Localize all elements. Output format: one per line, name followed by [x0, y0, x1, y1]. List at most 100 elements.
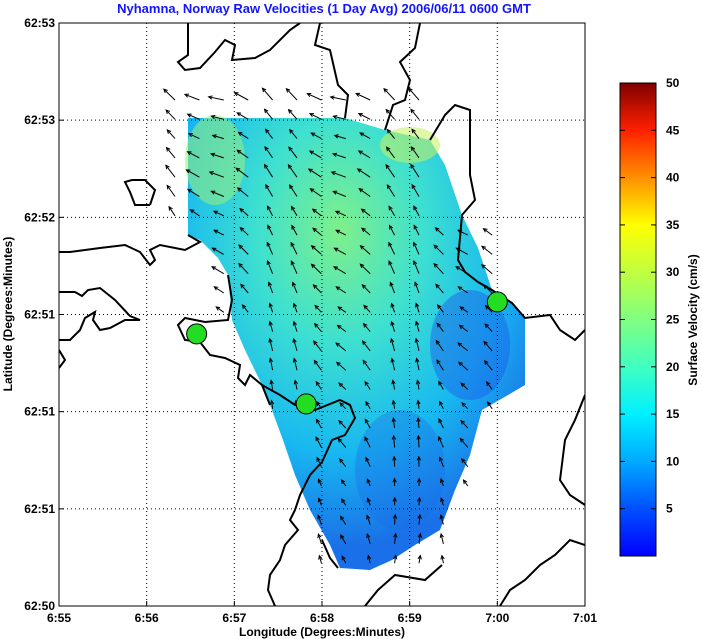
- velocity-arrow: [390, 321, 396, 332]
- velocity-arrow: [438, 381, 444, 390]
- velocity-arrow: [460, 420, 469, 429]
- velocity-arrow: [340, 534, 347, 545]
- velocity-arrow-head: [359, 244, 365, 250]
- velocity-arrow: [293, 358, 298, 371]
- velocity-arrow-head: [293, 379, 298, 385]
- velocity-arrow: [309, 113, 322, 120]
- velocity-arrow-head: [388, 260, 393, 266]
- velocity-arrow-head: [458, 324, 464, 330]
- radar-site-marker: [186, 323, 208, 345]
- colorbar-tick-label: 40: [666, 171, 680, 185]
- velocity-arrow-head: [457, 361, 463, 367]
- velocity-arrow: [265, 129, 274, 139]
- velocity-arrow: [458, 361, 469, 371]
- velocity-arrow: [335, 210, 347, 217]
- velocity-arrow: [269, 338, 274, 352]
- velocity-arrow-head: [292, 302, 298, 308]
- velocity-arrow-head: [438, 400, 444, 406]
- velocity-arrow-head: [261, 87, 267, 93]
- velocity-arrow: [341, 498, 347, 506]
- velocity-arrow: [441, 555, 444, 564]
- velocity-arrow: [461, 458, 469, 468]
- velocity-arrow: [236, 149, 249, 159]
- fast-region: [380, 127, 440, 163]
- velocity-arrow: [313, 284, 322, 294]
- coastline-segment: [123, 179, 157, 206]
- colorbar-tick-label: 5: [666, 502, 673, 516]
- velocity-arrow-head: [340, 515, 345, 521]
- velocity-arrow-head: [440, 497, 445, 503]
- velocity-arrow-head: [393, 532, 398, 538]
- velocity-arrow-head: [331, 152, 338, 157]
- velocity-arrow: [316, 419, 322, 429]
- velocity-arrow-head: [292, 320, 297, 326]
- velocity-arrow: [440, 498, 444, 506]
- velocity-arrow-head: [389, 281, 394, 287]
- velocity-arrow: [364, 419, 371, 429]
- velocity-arrow: [440, 478, 444, 487]
- velocity-arrow-head: [457, 342, 463, 347]
- velocity-arrow-head: [436, 304, 442, 310]
- velocity-arrow-head: [356, 168, 362, 173]
- coastline-segment: [261, 384, 357, 606]
- velocity-arrow: [238, 244, 249, 255]
- velocity-arrow: [386, 129, 395, 139]
- velocity-arrow: [439, 401, 444, 410]
- velocity-arrow-head: [413, 224, 418, 230]
- velocity-arrow-head: [408, 87, 413, 93]
- velocity-arrow: [410, 164, 420, 178]
- slow-region: [430, 290, 510, 400]
- velocity-arrow: [238, 131, 249, 140]
- velocity-arrow-head: [264, 145, 269, 151]
- velocity-arrow-head: [439, 514, 444, 520]
- velocity-arrow-head: [213, 229, 219, 234]
- velocity-arrow-head: [416, 416, 421, 423]
- colorbar-ticks: 5 10 15 20 25 30 35 40 45 50: [620, 76, 680, 516]
- velocity-arrow-head: [411, 128, 416, 134]
- y-tick-label: 62:51: [24, 405, 55, 419]
- velocity-arrow: [418, 533, 421, 544]
- velocity-arrow: [239, 208, 249, 217]
- velocity-arrow-head: [391, 416, 396, 423]
- velocity-arrow-head: [359, 263, 365, 269]
- velocity-arrow: [239, 227, 249, 236]
- velocity-arrow-head: [390, 337, 395, 343]
- velocity-arrow-head: [239, 226, 245, 232]
- velocity-arrow-head: [361, 284, 367, 289]
- velocity-arrow: [417, 418, 420, 429]
- velocity-arrow: [410, 109, 420, 120]
- velocity-arrow: [310, 188, 322, 197]
- velocity-arrow: [237, 187, 249, 197]
- velocity-arrow-head: [335, 342, 341, 347]
- velocity-arrow: [190, 209, 200, 217]
- velocity-arrow: [264, 146, 274, 159]
- velocity-arrow-head: [266, 205, 271, 211]
- velocity-arrow: [457, 286, 469, 294]
- velocity-arrow-head: [413, 205, 418, 211]
- velocity-arrow: [236, 112, 249, 120]
- velocity-arrow-head: [366, 514, 371, 520]
- x-axis-label: Longitude (Degrees:Minutes): [239, 625, 405, 639]
- velocity-arrow: [386, 146, 396, 159]
- velocity-arrow: [184, 93, 200, 101]
- coastline-segment: [313, 23, 350, 119]
- velocity-arrow: [364, 381, 371, 390]
- velocity-arrow: [188, 133, 200, 140]
- velocity-arrow: [166, 129, 176, 139]
- velocity-arrow-head: [239, 207, 244, 213]
- velocity-arrow: [358, 150, 371, 159]
- velocity-arrow-head: [315, 418, 321, 424]
- velocity-arrow-head: [440, 554, 445, 560]
- velocity-arrow-head: [163, 88, 168, 94]
- velocity-arrow: [209, 171, 224, 178]
- velocity-arrow-head: [334, 210, 340, 215]
- velocity-arrow: [417, 435, 420, 448]
- velocity-arrow: [459, 438, 469, 448]
- y-tick-label: 62:53: [24, 113, 55, 127]
- velocity-arrow: [215, 306, 225, 313]
- velocity-arrow: [269, 358, 274, 371]
- velocity-arrow: [415, 338, 420, 352]
- velocity-arrow-head: [311, 208, 317, 214]
- velocity-arrow: [435, 340, 444, 352]
- velocity-arrow: [267, 205, 274, 217]
